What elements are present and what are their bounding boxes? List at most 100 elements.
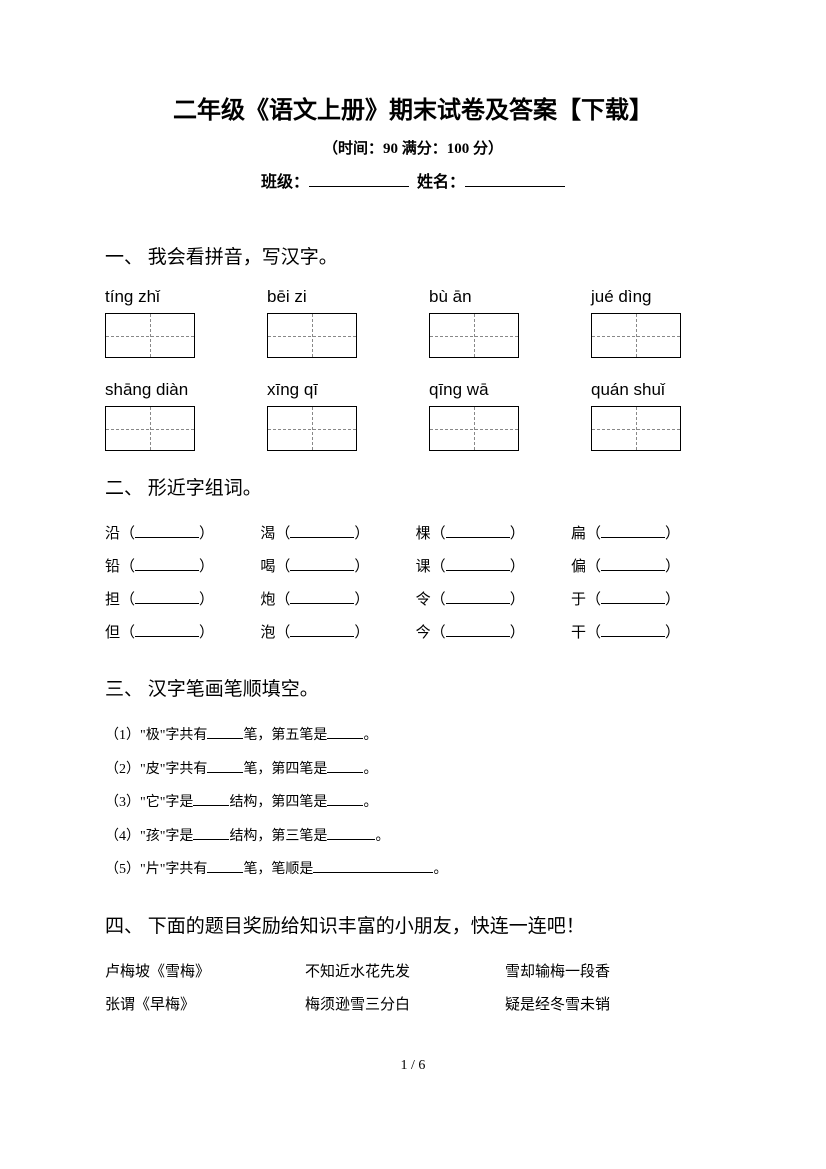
char-box[interactable] [267, 406, 357, 451]
pinyin-2-3: qīng wā [429, 380, 559, 400]
stroke-list: （1）"极"字共有笔，第五笔是。 （2）"皮"字共有笔，第四笔是。 （3）"它"… [105, 719, 721, 887]
word-char: 铅 [105, 559, 120, 575]
stroke-blank[interactable] [327, 727, 363, 739]
word-blank[interactable] [290, 592, 354, 604]
pinyin-1-3: bù ān [429, 287, 559, 307]
match-cell: 张谓《早梅》 [105, 989, 305, 1022]
word-char: 于 [571, 592, 586, 608]
word-char: 棵 [416, 526, 431, 542]
char-box[interactable] [591, 406, 681, 451]
name-blank[interactable] [465, 173, 565, 187]
stroke-mid: 结构，第四笔是 [229, 795, 327, 810]
stroke-pre: （3）"它"字是 [105, 795, 193, 810]
word-char: 干 [571, 625, 586, 641]
word-char: 渴 [260, 526, 275, 542]
match-cell: 疑是经冬雪未销 [505, 989, 705, 1022]
stroke-pre: （5）"片"字共有 [105, 862, 207, 877]
pinyin-row-1: tíng zhǐ bēi zi bù ān jué dìng [105, 287, 721, 307]
word-item: 喝（） [260, 551, 410, 584]
word-blank[interactable] [446, 592, 510, 604]
char-box[interactable] [429, 406, 519, 451]
word-item: 但（） [105, 617, 255, 650]
char-box[interactable] [429, 313, 519, 358]
stroke-blank[interactable] [193, 794, 229, 806]
word-blank[interactable] [446, 559, 510, 571]
box-row-1 [105, 313, 721, 358]
stroke-blank[interactable] [327, 761, 363, 773]
stroke-post: 。 [363, 795, 377, 810]
word-item: 今（） [416, 617, 566, 650]
stroke-post: 。 [363, 762, 377, 777]
stroke-post: 。 [363, 728, 377, 743]
word-blank[interactable] [135, 592, 199, 604]
word-char: 沿 [105, 526, 120, 542]
word-item: 担（） [105, 584, 255, 617]
stroke-item: （5）"片"字共有笔，笔顺是。 [105, 853, 721, 887]
stroke-blank[interactable] [207, 727, 243, 739]
word-char: 今 [416, 625, 431, 641]
page-subtitle: （时间：90 满分：100 分） [105, 137, 721, 158]
word-blank[interactable] [135, 625, 199, 637]
word-char: 课 [416, 559, 431, 575]
match-row: 卢梅坡《雪梅》 不知近水花先发 雪却输梅一段香 [105, 956, 721, 989]
word-row: 沿（） 渴（） 棵（） 扁（） [105, 518, 721, 551]
pinyin-2-2: xīng qī [267, 380, 397, 400]
char-box[interactable] [591, 313, 681, 358]
match-cell: 雪却输梅一段香 [505, 956, 705, 989]
word-item: 泡（） [260, 617, 410, 650]
pinyin-2-1: shāng diàn [105, 380, 235, 400]
pinyin-1-1: tíng zhǐ [105, 287, 235, 307]
stroke-blank[interactable] [193, 828, 229, 840]
word-char: 但 [105, 625, 120, 641]
word-char: 令 [416, 592, 431, 608]
info-line: 班级： 姓名： [105, 168, 721, 192]
char-box[interactable] [105, 406, 195, 451]
match-row: 张谓《早梅》 梅须逊雪三分白 疑是经冬雪未销 [105, 989, 721, 1022]
stroke-item: （2）"皮"字共有笔，第四笔是。 [105, 753, 721, 787]
word-blank[interactable] [601, 559, 665, 571]
match-cell: 梅须逊雪三分白 [305, 989, 505, 1022]
class-blank[interactable] [309, 173, 409, 187]
stroke-mid: 笔，笔顺是 [243, 862, 313, 877]
stroke-blank[interactable] [207, 761, 243, 773]
pinyin-1-2: bēi zi [267, 287, 397, 307]
stroke-blank[interactable] [327, 794, 363, 806]
word-blank[interactable] [446, 625, 510, 637]
word-blank[interactable] [135, 526, 199, 538]
word-item: 铅（） [105, 551, 255, 584]
section2-heading: 二、 形近字组词。 [105, 473, 721, 500]
stroke-blank[interactable] [327, 828, 375, 840]
pinyin-2-4: quán shuǐ [591, 380, 721, 400]
word-item: 干（） [571, 617, 721, 650]
word-char: 泡 [260, 625, 275, 641]
stroke-mid: 笔，第五笔是 [243, 728, 327, 743]
word-blank[interactable] [135, 559, 199, 571]
word-char: 炮 [260, 592, 275, 608]
class-label: 班级： [261, 174, 309, 191]
char-box[interactable] [105, 313, 195, 358]
word-row: 担（） 炮（） 令（） 于（） [105, 584, 721, 617]
pinyin-1-4: jué dìng [591, 287, 721, 307]
stroke-item: （3）"它"字是 结构，第四笔是 。 [105, 786, 721, 820]
word-char: 担 [105, 592, 120, 608]
word-blank[interactable] [446, 526, 510, 538]
word-item: 于（） [571, 584, 721, 617]
word-char: 扁 [571, 526, 586, 542]
word-blank[interactable] [290, 559, 354, 571]
section1-heading: 一、 我会看拼音，写汉字。 [105, 242, 721, 269]
word-row: 但（） 泡（） 今（） 干（） [105, 617, 721, 650]
word-item: 课（） [416, 551, 566, 584]
word-blank[interactable] [290, 625, 354, 637]
section3-heading: 三、 汉字笔画笔顺填空。 [105, 674, 721, 701]
match-cell: 卢梅坡《雪梅》 [105, 956, 305, 989]
stroke-blank[interactable] [207, 861, 243, 873]
word-grid: 沿（） 渴（） 棵（） 扁（） 铅（） 喝（） 课（） 偏（） 担（） 炮（） … [105, 518, 721, 650]
word-blank[interactable] [601, 625, 665, 637]
page-number: 1 / 6 [105, 1058, 721, 1074]
word-blank[interactable] [601, 526, 665, 538]
word-blank[interactable] [290, 526, 354, 538]
stroke-pre: （1）"极"字共有 [105, 728, 207, 743]
stroke-blank[interactable] [313, 861, 433, 873]
char-box[interactable] [267, 313, 357, 358]
word-blank[interactable] [601, 592, 665, 604]
